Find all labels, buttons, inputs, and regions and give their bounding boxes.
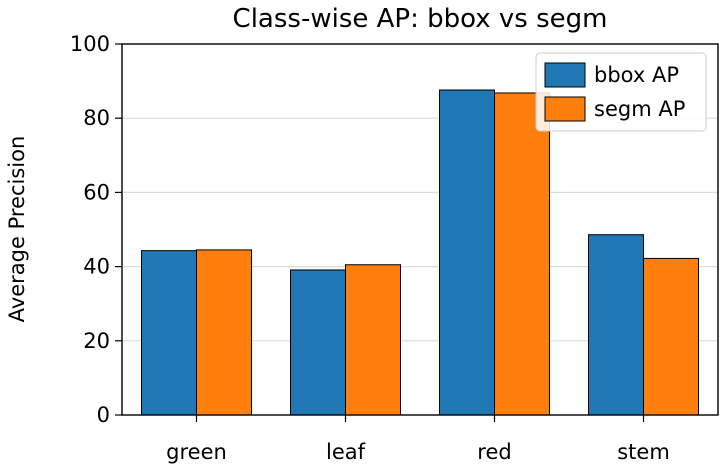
bar-segm-ap-red <box>494 92 550 416</box>
legend-label: segm AP <box>594 97 685 121</box>
y-axis-label: Average Precision <box>5 136 29 323</box>
bar-bbox-ap-stem <box>588 234 644 416</box>
legend-swatch <box>544 62 586 88</box>
bar-bbox-ap-green <box>141 250 197 416</box>
bar-bbox-ap-leaf <box>290 269 346 416</box>
bar-segm-ap-leaf <box>345 264 401 416</box>
legend: bbox AP segm AP <box>535 52 707 132</box>
legend-swatch <box>544 96 586 122</box>
x-tick-label: stem <box>617 440 670 464</box>
legend-label: bbox AP <box>594 63 679 87</box>
plot-frame <box>121 43 719 416</box>
x-tick-label: leaf <box>326 440 366 464</box>
axes <box>115 43 719 422</box>
y-tick-label: 40 <box>83 255 110 279</box>
bar-segm-ap-stem <box>643 257 699 416</box>
x-tick-label: red <box>477 440 511 464</box>
y-tick-label: 0 <box>97 403 110 427</box>
y-tick-label: 20 <box>83 329 110 353</box>
bars <box>141 89 699 416</box>
x-tick-label: green <box>166 440 227 464</box>
y-tick-label: 100 <box>70 32 110 56</box>
y-tick-label: 60 <box>83 180 110 204</box>
tick-labels: 0 20 40 60 80 100 green leaf red stem <box>70 32 670 464</box>
chart-title: Class-wise AP: bbox vs segm <box>233 4 608 34</box>
bar-segm-ap-green <box>196 249 252 416</box>
y-tick-label: 80 <box>83 106 110 130</box>
bar-bbox-ap-red <box>439 89 495 416</box>
